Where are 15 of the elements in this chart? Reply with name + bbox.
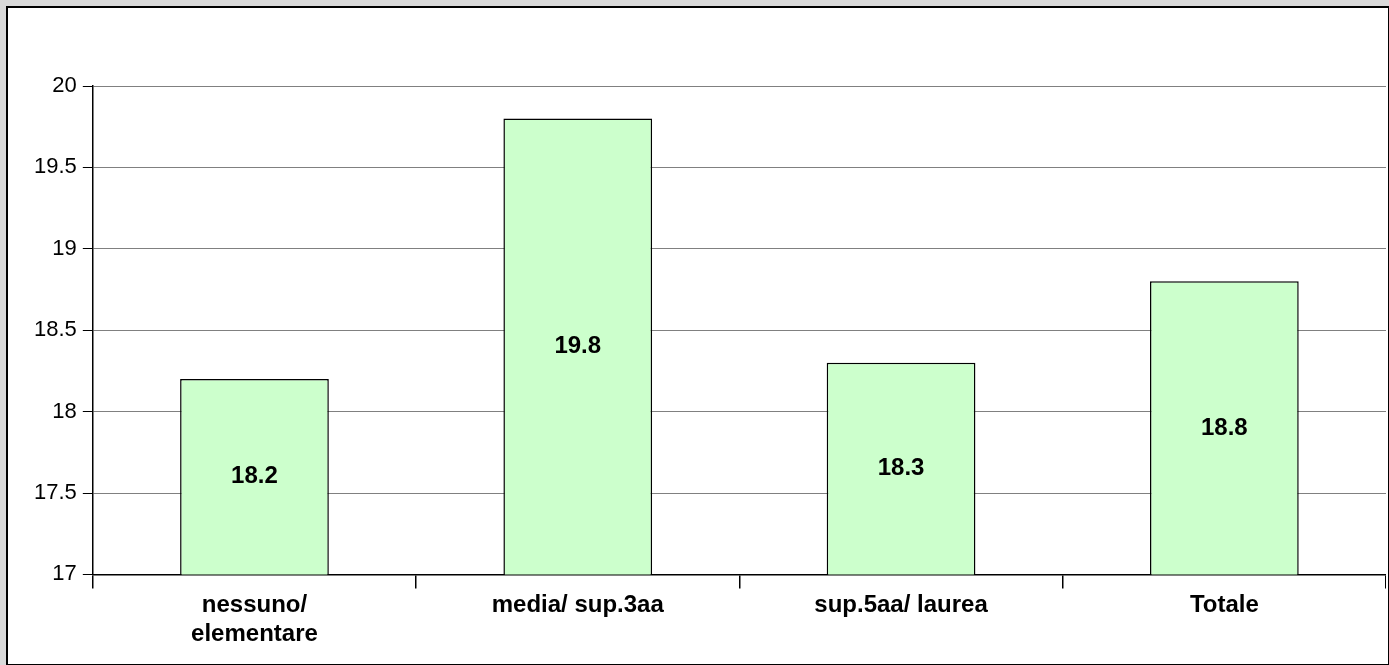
y-tick-label: 18	[52, 397, 77, 423]
y-tick-label: 19	[52, 234, 77, 260]
x-tick-label: nessuno/ elementare	[191, 590, 318, 647]
y-tick-label: 19.5	[33, 153, 77, 179]
y-tick-label: 20	[52, 72, 77, 98]
x-tick-label: sup.5aa/ laurea	[814, 590, 989, 618]
x-tick-label: media/ sup.3aa	[491, 590, 665, 618]
y-tick-label: 17.5	[33, 479, 77, 505]
y-tick-label: 18.5	[33, 316, 77, 342]
data-label: 18.8	[1200, 412, 1248, 440]
y-tick-label: 17	[52, 560, 77, 586]
data-label: 19.8	[554, 331, 602, 359]
data-label: 18.3	[877, 453, 925, 481]
data-label: 18.2	[231, 461, 278, 489]
x-tick-label: Totale	[1189, 590, 1259, 618]
